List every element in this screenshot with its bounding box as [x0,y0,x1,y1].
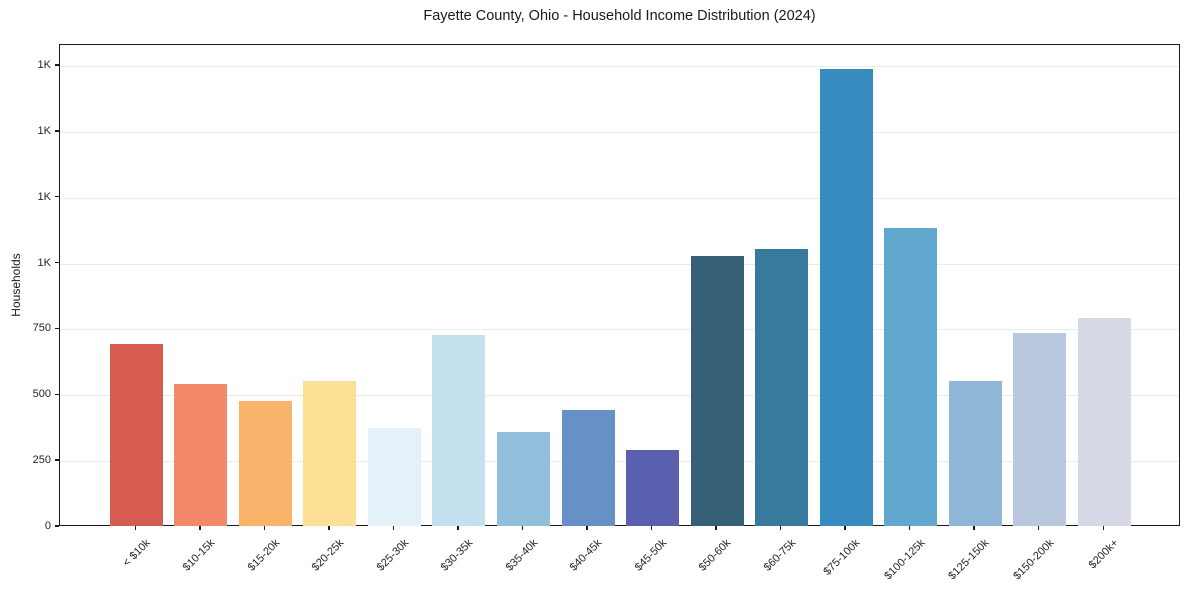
bar-200k [1077,317,1131,526]
bar-25-30k [367,427,421,526]
gridline [60,461,1179,463]
x-axis-tick [392,526,395,530]
bar-10k [109,343,163,526]
x-axis-tick [586,526,588,530]
x-axis-tick [134,526,136,530]
x-tick-label: $200k+ [942,533,1121,571]
y-axis-tick [55,196,59,198]
y-axis-tick [55,261,59,264]
bar-125-150k [948,381,1002,526]
y-tick-label: 750 [32,322,51,335]
x-axis-tick [1038,526,1040,530]
gridline [60,263,1179,265]
bar-15-20k [238,401,292,526]
x-axis-tick [521,526,524,530]
bar-75-100k [819,68,873,526]
gridline [60,66,1179,68]
bar-150-200k [1013,332,1067,526]
x-axis-tick [457,526,459,530]
y-tick-label: 1K [37,190,51,203]
bar-10-15k [174,383,228,526]
bar-50-60k [690,255,744,526]
x-axis-tick [973,526,975,530]
x-axis-tick [715,526,717,530]
y-axis-tick [55,459,59,461]
y-tick-label: 1K [37,256,51,269]
plot-area [59,44,1180,526]
x-axis-tick [908,526,911,530]
y-axis-tick [55,525,59,527]
bar-40-45k [561,410,615,526]
gridline [60,329,1179,331]
bar-35-40k [496,431,550,526]
y-axis-tick [55,327,59,330]
bar-60-75k [755,248,809,526]
bar-100-125k [884,228,938,526]
x-axis-tick [779,526,782,530]
bar-20-25k [303,381,357,526]
chart-title: Fayette County, Ohio - Household Income … [423,8,816,24]
x-tick-label-text: $200k+ [1086,537,1121,572]
y-axis-tick [55,130,59,132]
y-axis-tick [55,393,59,395]
y-tick-label: 250 [32,454,51,467]
x-axis-tick [199,526,201,530]
gridline [60,395,1179,397]
y-tick-label: 1K [37,124,51,137]
y-tick-label: 0 [44,520,51,532]
x-axis-tick [844,526,846,530]
y-tick-label: 500 [32,388,51,401]
y-tick-label: 1K [37,59,51,72]
y-axis-tick [55,64,59,66]
gridline [60,197,1179,199]
x-axis-tick [650,526,653,530]
bar-30-35k [432,334,486,526]
gridline [60,131,1179,133]
x-axis-tick [263,526,266,530]
x-axis-tick [328,526,330,530]
bar-45-50k [626,450,680,526]
x-axis-tick [1102,526,1104,530]
